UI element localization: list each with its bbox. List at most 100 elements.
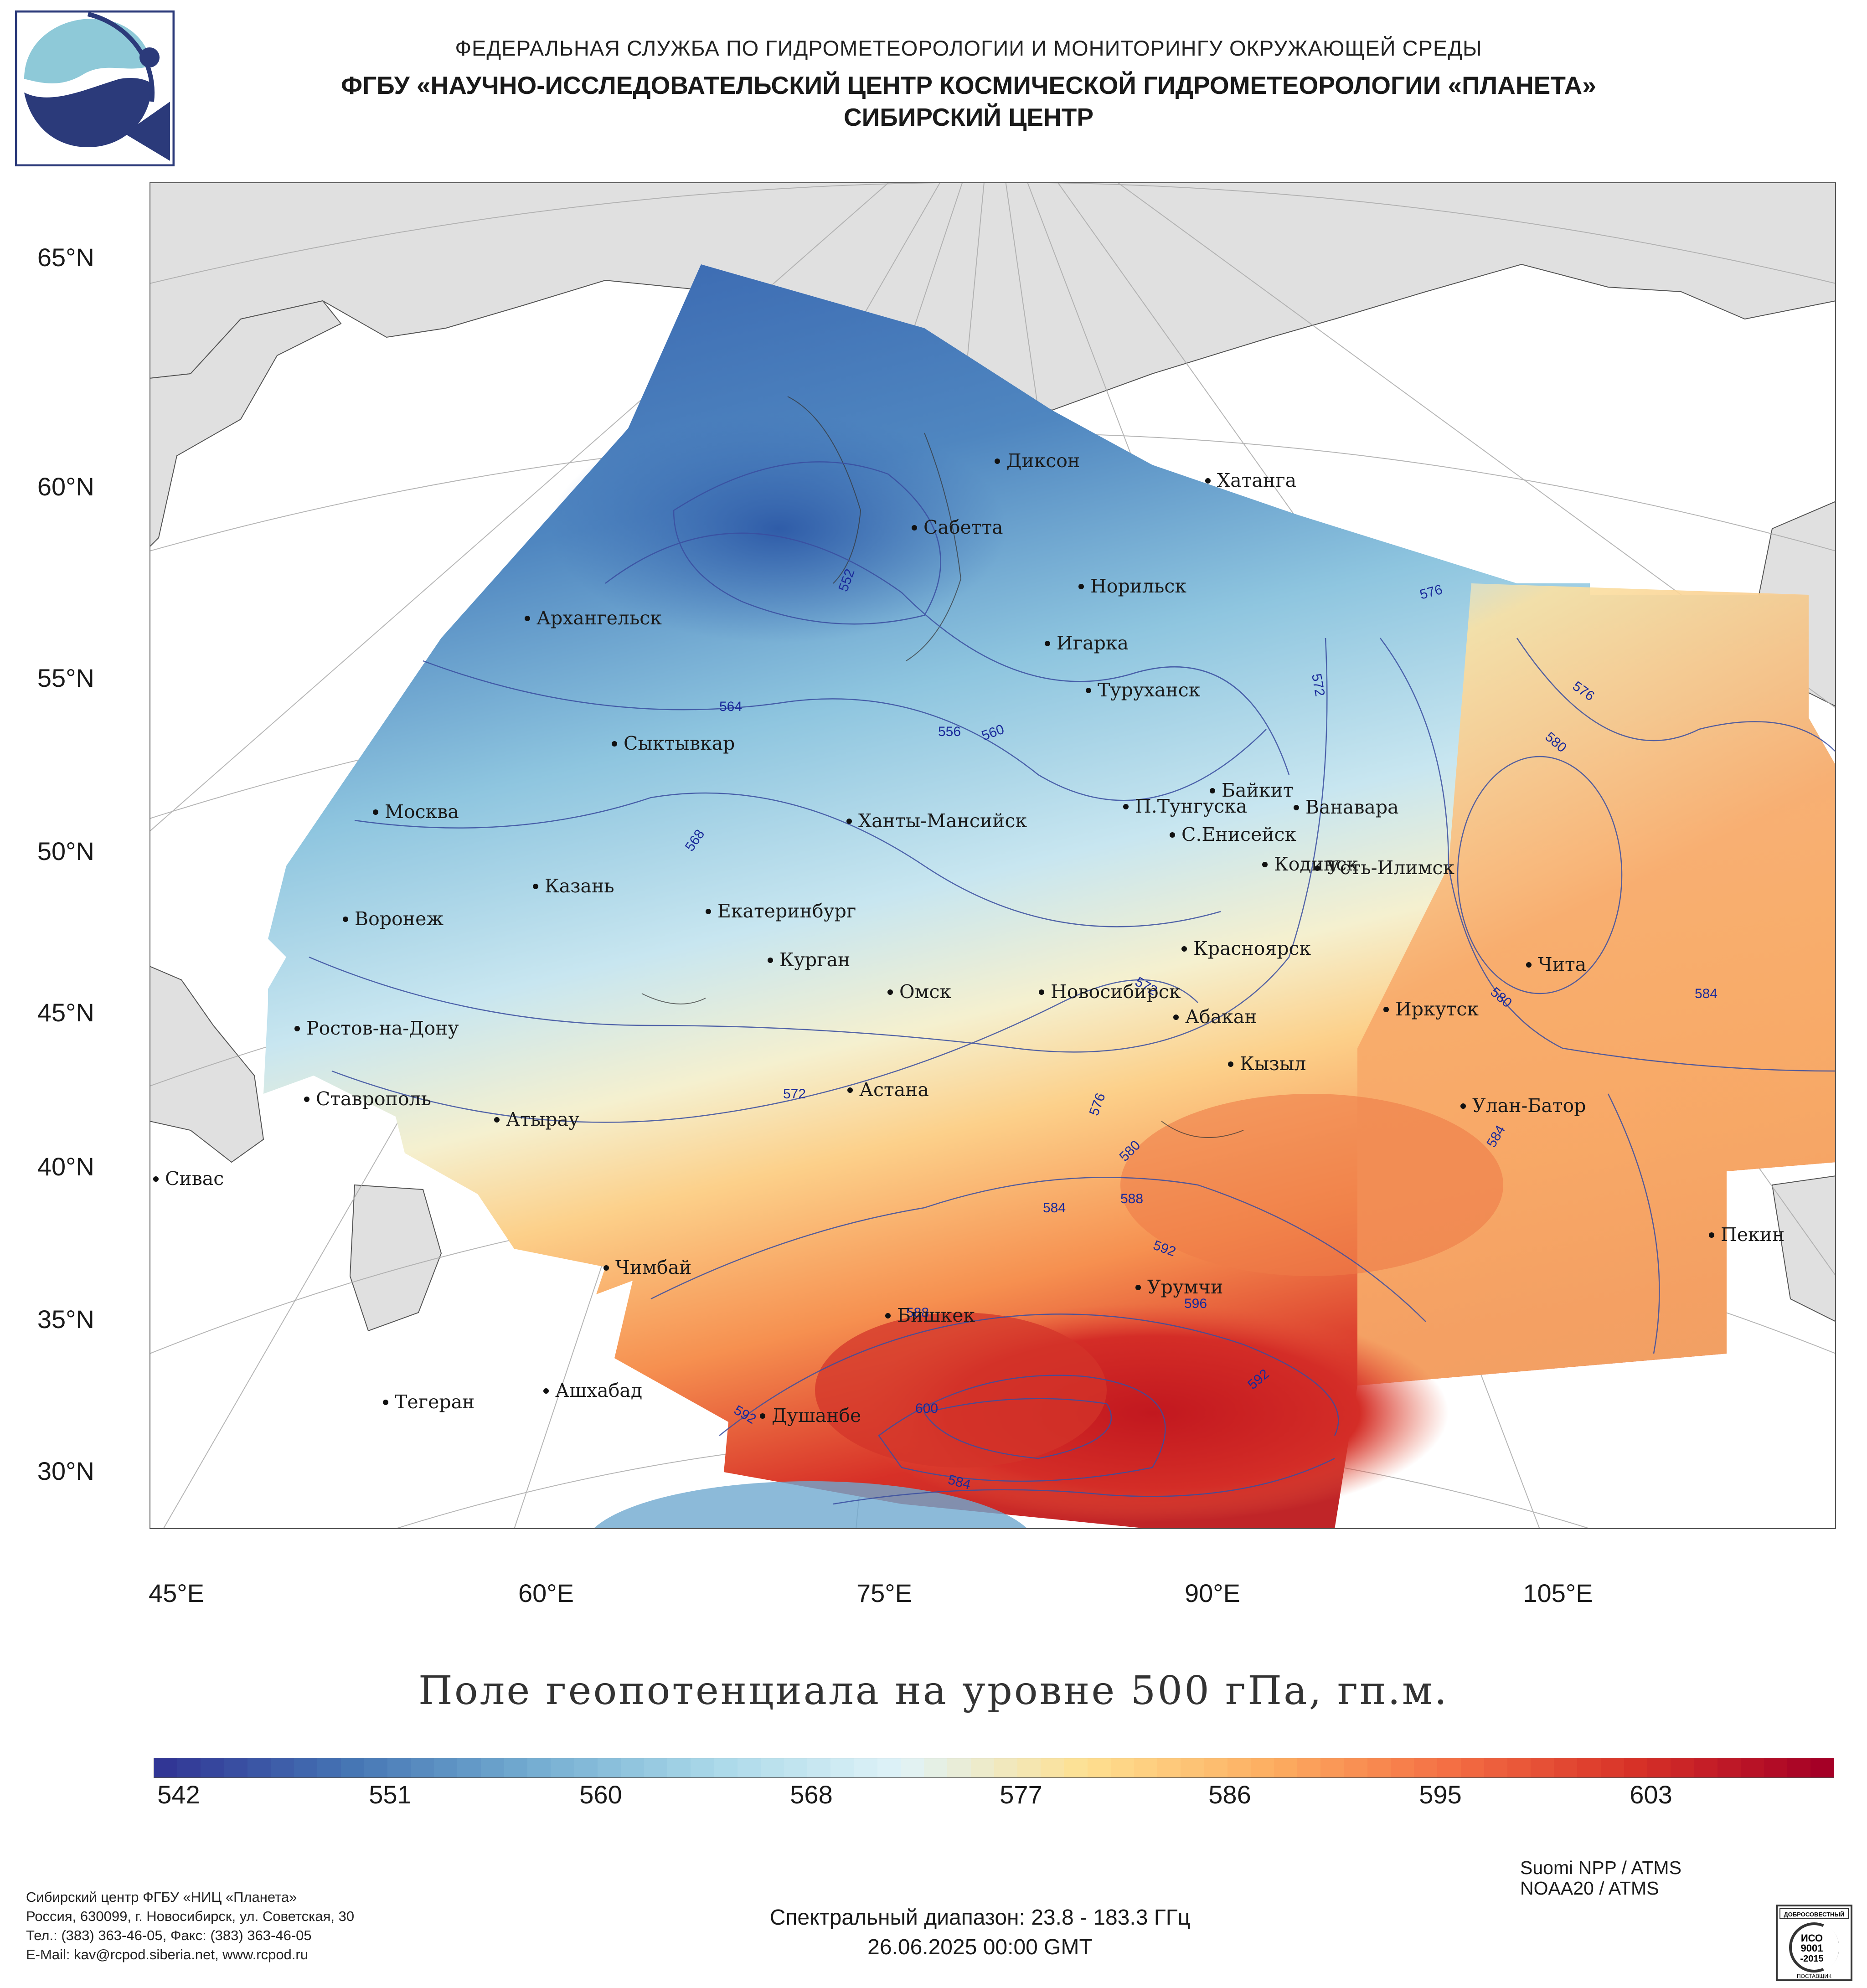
colorbar-segment bbox=[1531, 1758, 1554, 1777]
city-marker: Ставрополь bbox=[304, 1088, 431, 1110]
city-label: Игарка bbox=[1057, 632, 1129, 654]
city-label: Красноярск bbox=[1193, 937, 1311, 959]
colorbar-segment bbox=[1600, 1758, 1624, 1777]
footer-email: E-Mail: kav@rcpod.siberia.net, www.rcpod… bbox=[26, 1947, 308, 1962]
contour-label: 600 bbox=[915, 1401, 938, 1416]
colorbar-segment bbox=[714, 1758, 738, 1777]
city-label: Астана bbox=[859, 1079, 929, 1101]
city-label: Иркутск bbox=[1395, 998, 1479, 1020]
city-label: Улан-Батор bbox=[1472, 1095, 1586, 1117]
satellite-1: Suomi NPP / ATMS bbox=[1520, 1857, 1681, 1878]
lat-label: 35°N bbox=[37, 1305, 94, 1334]
city-label: Ванавара bbox=[1305, 796, 1399, 818]
city-label: Ашхабад bbox=[555, 1380, 642, 1401]
city-label: Байкит bbox=[1222, 779, 1294, 801]
colorbar-segment bbox=[411, 1758, 434, 1777]
lat-label: 50°N bbox=[37, 837, 94, 865]
contour-label: 584 bbox=[1043, 1200, 1066, 1215]
colorbar-segment bbox=[1110, 1758, 1134, 1777]
colorbar-segment bbox=[1344, 1758, 1367, 1777]
colorbar-segment bbox=[877, 1758, 901, 1777]
city-label: Москва bbox=[385, 801, 459, 823]
colorbar-segment bbox=[924, 1758, 948, 1777]
contour-label: 588 bbox=[906, 1305, 929, 1320]
city-marker: Сабетта bbox=[912, 516, 1003, 538]
geopotential-map: 552 556 560 564 568 572 572 572 576 576 … bbox=[150, 182, 1836, 1529]
colorbar-segment bbox=[177, 1758, 201, 1777]
city-label: Курган bbox=[779, 949, 850, 971]
city-label: Сивас bbox=[165, 1168, 224, 1190]
colorbar-segment bbox=[1204, 1758, 1227, 1777]
contour-label: 564 bbox=[719, 699, 742, 714]
planeta-logo bbox=[15, 10, 175, 166]
city-marker: Абакан bbox=[1173, 1006, 1257, 1028]
map-title: Поле геопотенциала на уровне 500 гПа, гп… bbox=[418, 1668, 1449, 1714]
city-label: Архангельск bbox=[536, 607, 662, 629]
city-label: Тегеран bbox=[395, 1391, 474, 1413]
colorbar-segment bbox=[1250, 1758, 1274, 1777]
colorbar-segment bbox=[1134, 1758, 1158, 1777]
city-marker: Байкит bbox=[1210, 779, 1294, 801]
colorbar-segment bbox=[574, 1758, 598, 1777]
colorbar-segment bbox=[1507, 1758, 1531, 1777]
city-label: Чита bbox=[1538, 953, 1586, 975]
colorbar-segment bbox=[1694, 1758, 1717, 1777]
contour-label: 596 bbox=[1184, 1296, 1207, 1311]
city-marker: Иркутск bbox=[1383, 998, 1479, 1020]
city-marker: Москва bbox=[373, 801, 459, 823]
svg-text:ИСО: ИСО bbox=[1801, 1932, 1823, 1944]
satellite-2: NOAA20 / ATMS bbox=[1520, 1878, 1659, 1899]
city-marker: Екатеринбург bbox=[706, 900, 856, 922]
city-label: Пекин bbox=[1721, 1224, 1784, 1246]
city-label: Омск bbox=[899, 981, 951, 1003]
city-label: Бишкек bbox=[897, 1304, 975, 1326]
colorbar-segment bbox=[551, 1758, 574, 1777]
city-marker: Чита bbox=[1526, 953, 1586, 975]
colorbar-segment bbox=[947, 1758, 971, 1777]
city-marker: Урумчи bbox=[1135, 1276, 1223, 1298]
city-label: П.Тунгуска bbox=[1135, 795, 1247, 817]
header-center: СИБИРСКИЙ ЦЕНТР bbox=[843, 103, 1094, 131]
city-label: Душанбе bbox=[772, 1405, 861, 1427]
colorbar-segment bbox=[1390, 1758, 1414, 1777]
colorbar-segment bbox=[1484, 1758, 1507, 1777]
city-marker: Ростов-на-Дону bbox=[294, 1017, 459, 1039]
colorbar-segment bbox=[1764, 1758, 1788, 1777]
colorbar-segment bbox=[691, 1758, 714, 1777]
lat-label: 45°N bbox=[37, 998, 94, 1027]
colorbar-segment bbox=[1810, 1758, 1834, 1777]
city-label: Урумчи bbox=[1147, 1276, 1223, 1298]
colorbar-segment bbox=[1671, 1758, 1694, 1777]
colorbar-segment bbox=[1017, 1758, 1041, 1777]
city-label: Сыктывкар bbox=[624, 732, 735, 754]
city-marker: Кодинск bbox=[1262, 853, 1358, 875]
city-marker: Ашхабад bbox=[543, 1380, 642, 1401]
colorbar-segment bbox=[620, 1758, 644, 1777]
city-marker: Архангельск bbox=[525, 607, 662, 629]
colorbar-tick: 595 bbox=[1419, 1780, 1462, 1809]
lat-label: 60°N bbox=[37, 472, 94, 501]
colorbar-segment bbox=[1414, 1758, 1438, 1777]
city-marker: Омск bbox=[887, 981, 951, 1003]
colorbar-segment bbox=[1787, 1758, 1811, 1777]
colorbar-segment bbox=[1647, 1758, 1671, 1777]
colorbar-segment bbox=[504, 1758, 527, 1777]
colorbar-segment bbox=[1157, 1758, 1181, 1777]
colorbar-segment bbox=[364, 1758, 387, 1777]
colorbar-segment bbox=[737, 1758, 761, 1777]
contour-label: 588 bbox=[1120, 1191, 1143, 1206]
colorbar-segment bbox=[970, 1758, 994, 1777]
city-marker: Сыктывкар bbox=[612, 732, 735, 754]
city-label: Воронеж bbox=[355, 908, 444, 930]
city-marker: Атырау bbox=[494, 1108, 579, 1130]
colorbar-segment bbox=[784, 1758, 808, 1777]
city-marker: Казань bbox=[533, 875, 614, 897]
colorbar-segment bbox=[1274, 1758, 1298, 1777]
city-marker: Сивас bbox=[153, 1168, 224, 1190]
city-marker: Усть-Илимск bbox=[1315, 857, 1454, 879]
observation-datetime: 26.06.2025 00:00 GMT bbox=[867, 1935, 1093, 1959]
colorbar-segment bbox=[597, 1758, 621, 1777]
city-marker: Хатанга bbox=[1205, 469, 1296, 491]
colorbar-segment bbox=[830, 1758, 854, 1777]
lon-label: 75°E bbox=[856, 1579, 913, 1607]
